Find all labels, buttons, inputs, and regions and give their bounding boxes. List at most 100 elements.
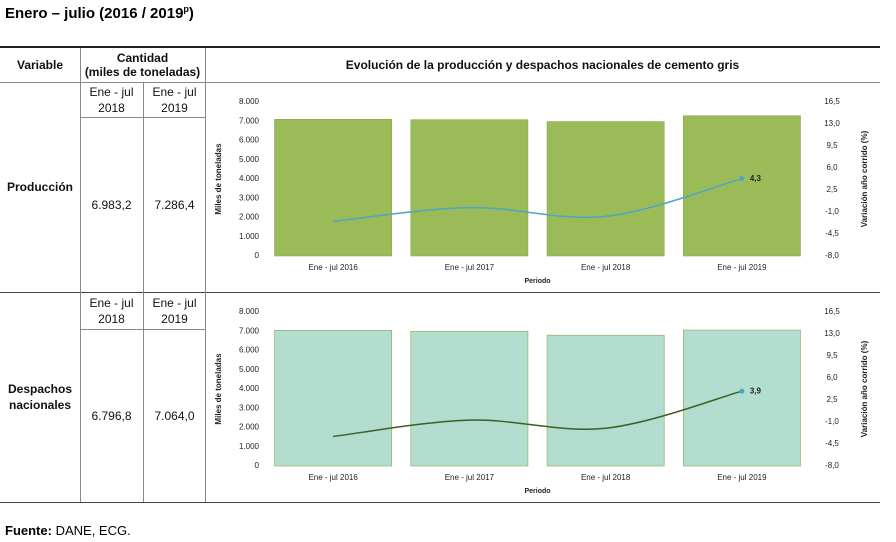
y-tick-label: 4.000: [239, 384, 260, 393]
title-sup: p: [183, 4, 189, 14]
chart: 0 1.000 2.000 3.000 4.000 5.000 6.000 7.000 8.00…: [214, 97, 869, 285]
y2-tick-label: -4,5: [825, 229, 839, 238]
period-header-line: Ene - jul: [152, 84, 197, 99]
rule: [80, 329, 205, 330]
line: [333, 390, 743, 438]
y2-tick-label: 2,5: [826, 395, 838, 404]
data-label: 4,3: [750, 174, 762, 183]
y2-tick-label: -8,0: [825, 251, 839, 260]
rule: [0, 292, 880, 293]
bar: [546, 334, 665, 467]
y2-tick-label: 13,0: [824, 119, 840, 128]
period-header-line: Ene - jul: [89, 84, 134, 99]
rule: [143, 82, 144, 502]
y-tick-label: 0: [255, 461, 260, 470]
quantity: 6.983,2: [91, 197, 132, 212]
rule: [80, 48, 81, 502]
y2-tick-label: -1,0: [825, 417, 839, 426]
quantity: 6.796,8: [91, 408, 132, 423]
title: Enero – julio (2016 / 2019p): [5, 4, 194, 22]
y2-tick-label: 9,5: [826, 351, 838, 360]
y-tick-label: 5.000: [239, 365, 260, 374]
y2-axis-title: Variación año corrido (%): [860, 130, 869, 227]
y-tick-label: 8.000: [239, 97, 260, 106]
y2-tick-label: 16,5: [824, 97, 840, 106]
y2-tick-label: -4,5: [825, 439, 839, 448]
y2-tick-label: 2,5: [826, 185, 838, 194]
y2-tick-label: 6,0: [826, 163, 838, 172]
y-tick-label: 2.000: [239, 423, 260, 432]
period-header-line: 2019: [161, 100, 188, 115]
y-tick-label: 8.000: [239, 307, 260, 316]
bar: [682, 329, 801, 467]
y2-tick-label: 16,5: [824, 307, 840, 316]
period-header: Ene - jul 2019: [143, 292, 206, 329]
header-quantity-unit: (miles de toneladas): [84, 65, 201, 79]
period-header-line: Ene - jul: [89, 295, 134, 310]
y-tick-label: 3.000: [239, 403, 260, 412]
line: [333, 177, 743, 223]
period-header-line: 2019: [161, 311, 188, 326]
period-header: Ene - jul 2018: [80, 292, 143, 329]
y-axis-title: Miles de toneladas: [214, 143, 223, 215]
x-axis-title: Periodo: [524, 278, 550, 285]
y2-tick-label: 9,5: [826, 141, 838, 150]
line-marker: [739, 388, 745, 394]
x-tick-label: Ene - jul 2018: [581, 473, 631, 482]
x-tick-label: Ene - jul 2018: [581, 263, 631, 272]
period-header-line: Ene - jul: [152, 295, 197, 310]
x-tick-label: Ene - jul 2017: [445, 263, 495, 272]
period-header: Ene - jul 2019: [143, 82, 206, 117]
y2-tick-label: -1,0: [825, 207, 839, 216]
line-marker: [739, 176, 745, 182]
data-label: 3,9: [750, 386, 762, 395]
rule: [0, 46, 880, 48]
y2-axis-title: Variación año corrido (%): [860, 340, 869, 437]
y-tick-label: 5.000: [239, 155, 260, 164]
period-header: Ene - jul 2018: [80, 82, 143, 117]
y-tick-label: 6.000: [239, 346, 260, 355]
x-tick-label: Ene - jul 2017: [445, 473, 495, 482]
y-tick-label: 1.000: [239, 232, 260, 241]
y-tick-label: 7.000: [239, 116, 260, 125]
title-end: ): [188, 5, 194, 22]
rule: [0, 502, 880, 503]
y-tick-label: 2.000: [239, 213, 260, 222]
period-header-line: 2018: [98, 311, 125, 326]
bar: [274, 329, 393, 467]
y2-tick-label: 13,0: [824, 329, 840, 338]
header-quantity: Cantidad (miles de toneladas): [80, 48, 205, 82]
quantity: 7.064,0: [154, 408, 195, 423]
row-variable: Producción: [6, 180, 73, 194]
footer: Fuente: DANE, ECG.: [5, 523, 131, 538]
title-text: Enero – julio (2016 / 2019: [5, 5, 184, 22]
rule: [205, 48, 206, 502]
x-tick-label: Ene - jul 2016: [308, 263, 358, 272]
rule: [0, 82, 880, 83]
y-tick-label: 6.000: [239, 136, 260, 145]
x-tick-label: Ene - jul 2019: [717, 263, 767, 272]
header-quantity-text: Cantidad: [116, 51, 169, 65]
bar: [546, 121, 665, 257]
bar: [410, 119, 529, 257]
bar: [410, 330, 529, 467]
x-tick-label: Ene - jul 2016: [308, 473, 358, 482]
y2-tick-label: 6,0: [826, 373, 838, 382]
y-axis-title: Miles de toneladas: [214, 353, 223, 425]
x-axis-title: Periodo: [524, 488, 550, 495]
y-tick-label: 3.000: [239, 193, 260, 202]
bar: [274, 119, 393, 257]
footer-text: DANE, ECG.: [55, 523, 131, 538]
y-tick-label: 1.000: [239, 442, 260, 451]
y-tick-label: 0: [255, 251, 260, 260]
x-tick-label: Ene - jul 2019: [717, 473, 767, 482]
row-variable: Despachos nacionales: [7, 382, 73, 412]
y-tick-label: 4.000: [239, 174, 260, 183]
y2-tick-label: -8,0: [825, 461, 839, 470]
chart: 0 1.000 2.000 3.000 4.000 5.000 6.000 7.000 8.00…: [214, 307, 869, 495]
header-chart: Evolución de la producción y despachos n…: [345, 58, 740, 72]
rule: [80, 117, 205, 118]
period-header-line: 2018: [98, 100, 125, 115]
header-variable: Variable: [16, 58, 64, 72]
